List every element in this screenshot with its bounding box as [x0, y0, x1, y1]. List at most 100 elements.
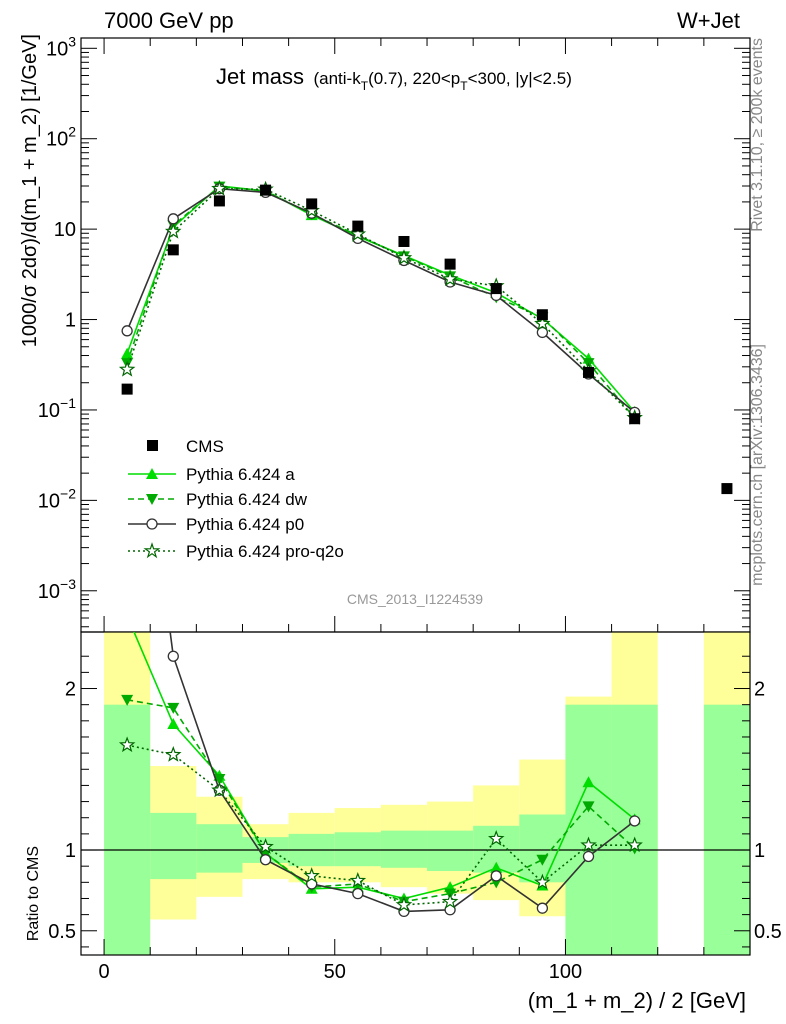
- ratio-series-2-point: [582, 850, 595, 863]
- ratio-series-2-point: [259, 854, 272, 866]
- legend-item-cms: CMS: [147, 437, 224, 456]
- ratio-series-group: [118, 632, 643, 918]
- band-inner-bin-7: [427, 830, 474, 872]
- ratio-series-3-point: [303, 867, 320, 883]
- main-panel: 10−3 10−2 10−1 1 10 102 103: [38, 33, 751, 633]
- title-main: Jet mass: [216, 64, 304, 89]
- y-tick-label: 1: [65, 310, 76, 332]
- band-inner-bin-9: [519, 814, 566, 883]
- ratio-series-1-point: [121, 694, 134, 706]
- cms-data-point: [629, 413, 641, 425]
- band-inner-bin-1: [150, 812, 197, 880]
- x-tick-label: 100: [549, 961, 582, 983]
- y-tick-label: 10: [54, 219, 76, 241]
- legend-item-pythia-dw: Pythia 6.424 dw: [128, 490, 308, 509]
- ratio-series-2-point: [490, 870, 502, 882]
- ratio-series-0-point: [490, 861, 503, 873]
- series-3-point: [536, 326, 549, 339]
- cms-data-point: [536, 309, 548, 321]
- ratio-series-3-point: [164, 745, 182, 762]
- cms-data-point: [444, 258, 456, 270]
- ratio-series-3-point: [257, 838, 274, 854]
- legend-marker-pythia-a: [146, 468, 158, 479]
- ratio-series-1-point: [536, 854, 549, 866]
- cms-data-point: [121, 383, 133, 395]
- cms-data-point: [721, 483, 733, 495]
- header-left: 7000 GeV pp: [104, 8, 234, 33]
- y-tick-label: 10−3: [38, 576, 76, 603]
- ratio-series-line-3: [126, 744, 635, 906]
- ratio-series-3-point: [211, 781, 228, 798]
- series-4-point: [211, 179, 228, 196]
- ratio-y-tick-label-right: 2: [754, 679, 765, 701]
- series-4-point: [534, 314, 551, 331]
- cms-data-point: [398, 235, 410, 247]
- ratio-series-2-point: [536, 902, 549, 914]
- ratio-panel: 0 50 100 0.5 0.5 1 1 2 2: [48, 631, 782, 983]
- legend-label-cms: CMS: [186, 437, 224, 456]
- legend-item-pythia-a: Pythia 6.424 a: [128, 465, 295, 484]
- series-line-3: [126, 187, 636, 414]
- legend-marker-pythia-dw: [146, 494, 158, 505]
- legend-marker-pythia-pro-q2o: [143, 542, 161, 559]
- header-right: W+Jet: [677, 8, 740, 33]
- cms-data-point: [167, 244, 179, 256]
- cms-data-point: [306, 198, 318, 210]
- ratio-y-tick-label-left: 1: [65, 840, 76, 862]
- ratio-series-line-2: [169, 632, 636, 913]
- title-detail-mid: (0.7), 220<p: [368, 69, 460, 88]
- ratio-series-1-point: [582, 801, 595, 813]
- series-1-point: [121, 347, 134, 359]
- ratio-series-3-point: [626, 836, 643, 853]
- band-inner-bin-13: [703, 704, 750, 955]
- ratio-ylabel: Ratio to CMS: [25, 846, 42, 941]
- legend-label-pythia-dw: Pythia 6.424 dw: [186, 490, 308, 509]
- cms-data-point: [213, 195, 225, 207]
- series-3-point: [167, 213, 179, 225]
- ratio-series-0-point: [167, 718, 180, 730]
- ratio-series-0-point: [582, 776, 595, 788]
- band-inner-bin-6: [380, 830, 428, 868]
- band-inner-bin-5: [334, 832, 381, 867]
- legend-item-pythia-pro-q2o: Pythia 6.424 pro-q2o: [128, 542, 344, 561]
- mcplots-label: mcplots.cern.ch [arXiv:1306.3436]: [749, 344, 766, 586]
- series-line-2: [126, 185, 636, 419]
- series-line-1: [126, 185, 636, 413]
- ratio-xlabel: (m_1 + m_2) / 2 [GeV]: [528, 988, 746, 1013]
- ratio-series-2-point: [352, 887, 364, 900]
- cms-data-point: [490, 283, 502, 295]
- series-line-4: [126, 187, 636, 419]
- rivet-label: Rivet 3.1.10, ≥ 200k events: [749, 38, 766, 232]
- ratio-y-tick-label-right: 1: [754, 840, 765, 862]
- ratio-series-1-point: [167, 702, 180, 714]
- series-3-point: [121, 325, 133, 337]
- title-detail-sub2: T: [460, 79, 468, 93]
- analysis-tag: CMS_2013_I1224539: [347, 591, 483, 607]
- series-4-point: [118, 360, 136, 377]
- series-4-point: [441, 270, 459, 287]
- legend-marker-cms: [147, 440, 158, 451]
- cms-data-point: [583, 366, 595, 378]
- ratio-series-3-point: [580, 836, 597, 853]
- legend-label-pythia-p0: Pythia 6.424 p0: [186, 515, 304, 534]
- ratio-series-1-point: [213, 773, 226, 785]
- title-detail-sub1: T: [361, 79, 369, 93]
- legend-marker-pythia-p0: [146, 518, 158, 530]
- ratio-series-3-point: [118, 736, 136, 753]
- title-detail-post: <300, |y|<2.5): [468, 69, 572, 88]
- ratio-series-3-point: [395, 896, 413, 912]
- x-tick-label: 0: [99, 961, 110, 983]
- ratio-series-2-point: [629, 815, 641, 827]
- band-inner-bin-10: [565, 704, 612, 955]
- band-inner-bin-11: [611, 704, 658, 955]
- series-4-point: [349, 225, 367, 242]
- band-inner-bin-2: [196, 824, 243, 873]
- cms-data-point: [352, 220, 364, 232]
- ratio-series-3-point: [534, 873, 551, 890]
- main-ylabel: 1000/σ 2dσ)/d(m_1 + m_2) [1/GeV]: [19, 34, 41, 347]
- legend: CMS Pythia 6.424 a Pythia 6.424 dw Pythi…: [128, 437, 344, 561]
- x-tick-label: 50: [324, 961, 346, 983]
- legend-label-pythia-a: Pythia 6.424 a: [186, 465, 295, 484]
- y-tick-label: 102: [46, 124, 76, 151]
